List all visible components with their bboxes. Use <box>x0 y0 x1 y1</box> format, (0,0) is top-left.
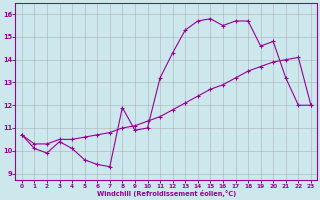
X-axis label: Windchill (Refroidissement éolien,°C): Windchill (Refroidissement éolien,°C) <box>97 190 236 197</box>
